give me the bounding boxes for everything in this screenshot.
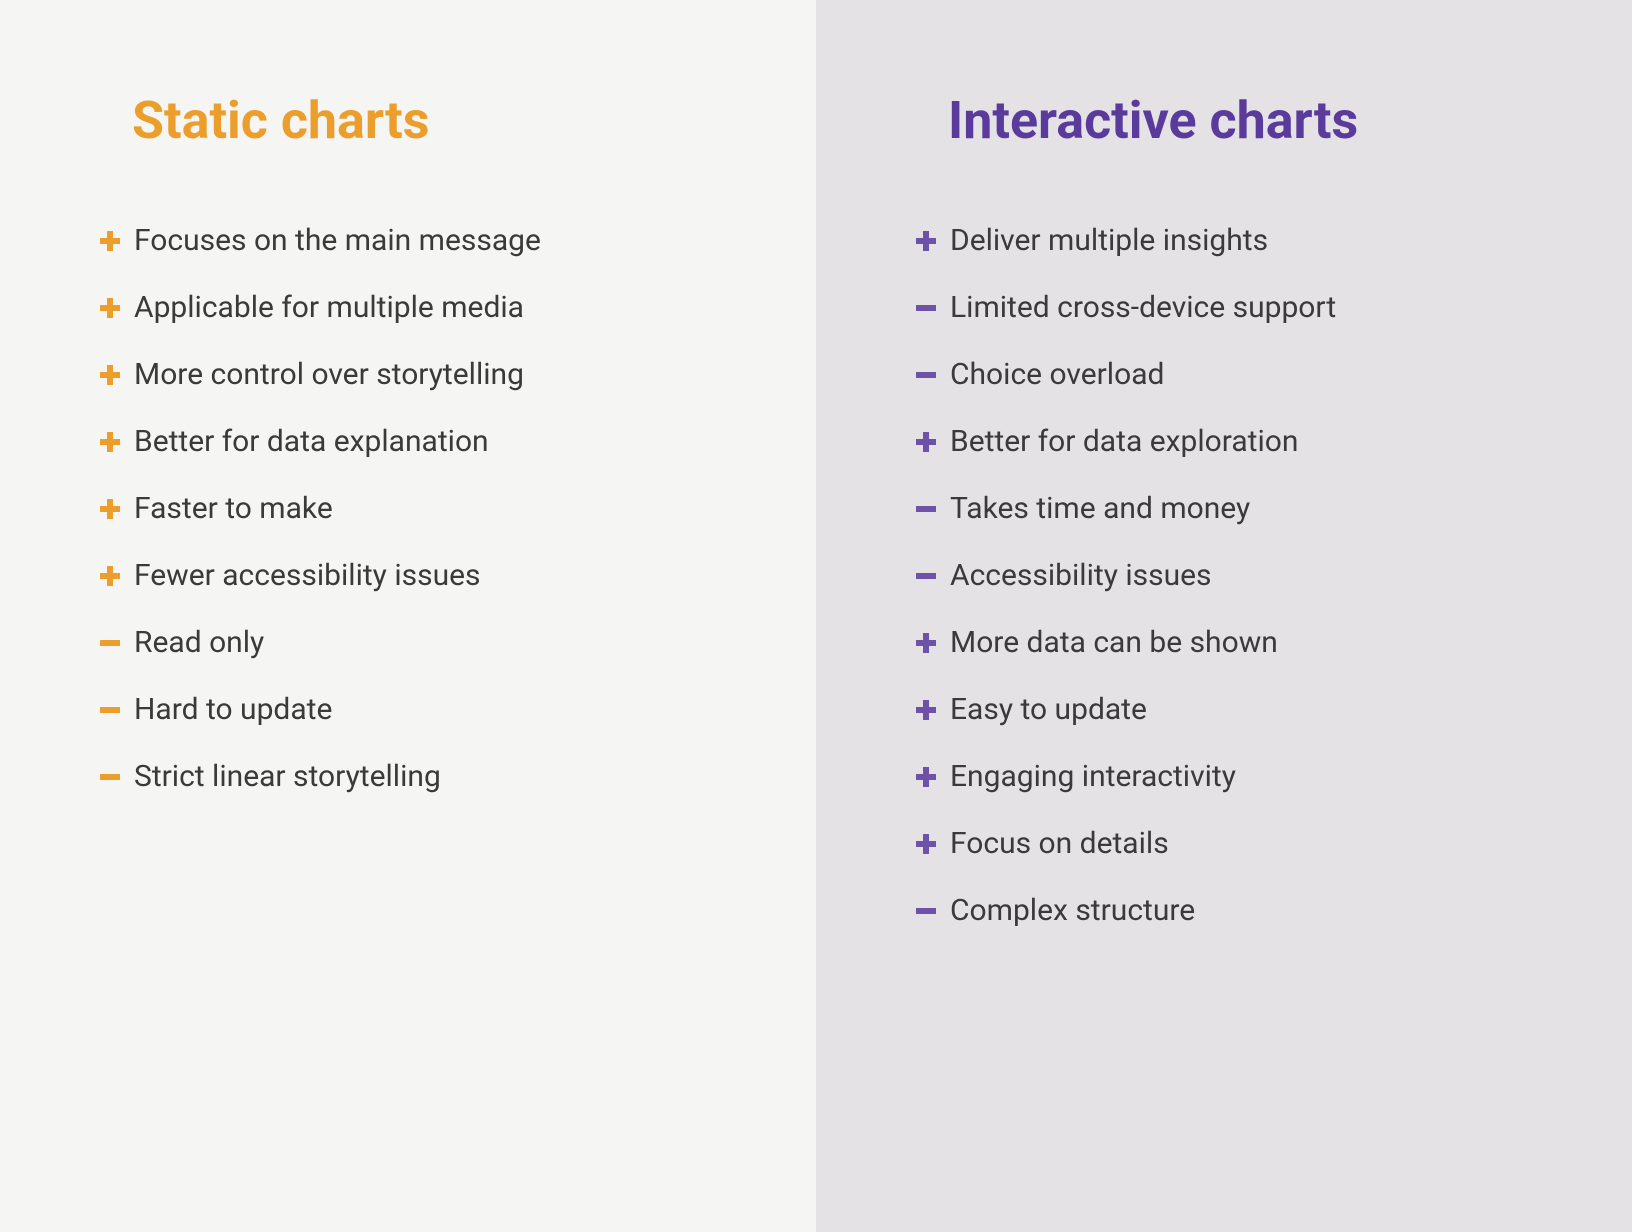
plus-icon: [100, 499, 134, 519]
static-charts-list: Focuses on the main message Applicable fo…: [100, 223, 716, 794]
interactive-charts-column: Interactive charts Deliver multiple insi…: [816, 0, 1632, 1232]
plus-icon: [100, 365, 134, 385]
plus-icon: [916, 834, 950, 854]
list-item: Faster to make: [100, 491, 716, 526]
list-item: Takes time and money: [916, 491, 1532, 526]
plus-icon: [916, 432, 950, 452]
list-item: Strict linear storytelling: [100, 759, 716, 794]
list-item: Fewer accessibility issues: [100, 558, 716, 593]
list-item: Focus on details: [916, 826, 1532, 861]
list-item-text: Better for data explanation: [134, 424, 489, 459]
minus-icon: [916, 573, 950, 579]
plus-icon: [100, 231, 134, 251]
list-item-text: Better for data exploration: [950, 424, 1298, 459]
static-charts-column: Static charts Focuses on the main messag…: [0, 0, 816, 1232]
list-item-text: More control over storytelling: [134, 357, 524, 392]
list-item: Complex structure: [916, 893, 1532, 928]
minus-icon: [916, 908, 950, 914]
list-item-text: Choice overload: [950, 357, 1164, 392]
list-item-text: Takes time and money: [950, 491, 1250, 526]
minus-icon: [916, 506, 950, 512]
minus-icon: [916, 372, 950, 378]
list-item: Easy to update: [916, 692, 1532, 727]
list-item: Focuses on the main message: [100, 223, 716, 258]
list-item: Accessibility issues: [916, 558, 1532, 593]
list-item-text: Easy to update: [950, 692, 1147, 727]
minus-icon: [100, 707, 134, 713]
minus-icon: [100, 774, 134, 780]
list-item-text: Limited cross-device support: [950, 290, 1336, 325]
plus-icon: [916, 700, 950, 720]
interactive-charts-list: Deliver multiple insights Limited cross-d…: [916, 223, 1532, 928]
list-item-text: Complex structure: [950, 893, 1195, 928]
list-item-text: Hard to update: [134, 692, 332, 727]
list-item: More data can be shown: [916, 625, 1532, 660]
list-item-text: Focuses on the main message: [134, 223, 541, 258]
list-item: Hard to update: [100, 692, 716, 727]
list-item-text: More data can be shown: [950, 625, 1278, 660]
plus-icon: [916, 231, 950, 251]
list-item-text: Deliver multiple insights: [950, 223, 1268, 258]
list-item-text: Strict linear storytelling: [134, 759, 441, 794]
list-item-text: Read only: [134, 625, 264, 660]
list-item: More control over storytelling: [100, 357, 716, 392]
list-item-text: Engaging interactivity: [950, 759, 1236, 794]
plus-icon: [916, 767, 950, 787]
list-item-text: Accessibility issues: [950, 558, 1212, 593]
list-item: Limited cross-device support: [916, 290, 1532, 325]
plus-icon: [100, 298, 134, 318]
list-item: Read only: [100, 625, 716, 660]
list-item-text: Applicable for multiple media: [134, 290, 524, 325]
list-item-text: Focus on details: [950, 826, 1169, 861]
minus-icon: [916, 305, 950, 311]
list-item: Better for data explanation: [100, 424, 716, 459]
interactive-charts-title: Interactive charts: [916, 90, 1532, 151]
list-item: Choice overload: [916, 357, 1532, 392]
list-item: Better for data exploration: [916, 424, 1532, 459]
minus-icon: [100, 640, 134, 646]
list-item-text: Faster to make: [134, 491, 333, 526]
plus-icon: [100, 566, 134, 586]
static-charts-title: Static charts: [100, 90, 716, 151]
list-item-text: Fewer accessibility issues: [134, 558, 481, 593]
plus-icon: [100, 432, 134, 452]
plus-icon: [916, 633, 950, 653]
list-item: Engaging interactivity: [916, 759, 1532, 794]
list-item: Applicable for multiple media: [100, 290, 716, 325]
list-item: Deliver multiple insights: [916, 223, 1532, 258]
